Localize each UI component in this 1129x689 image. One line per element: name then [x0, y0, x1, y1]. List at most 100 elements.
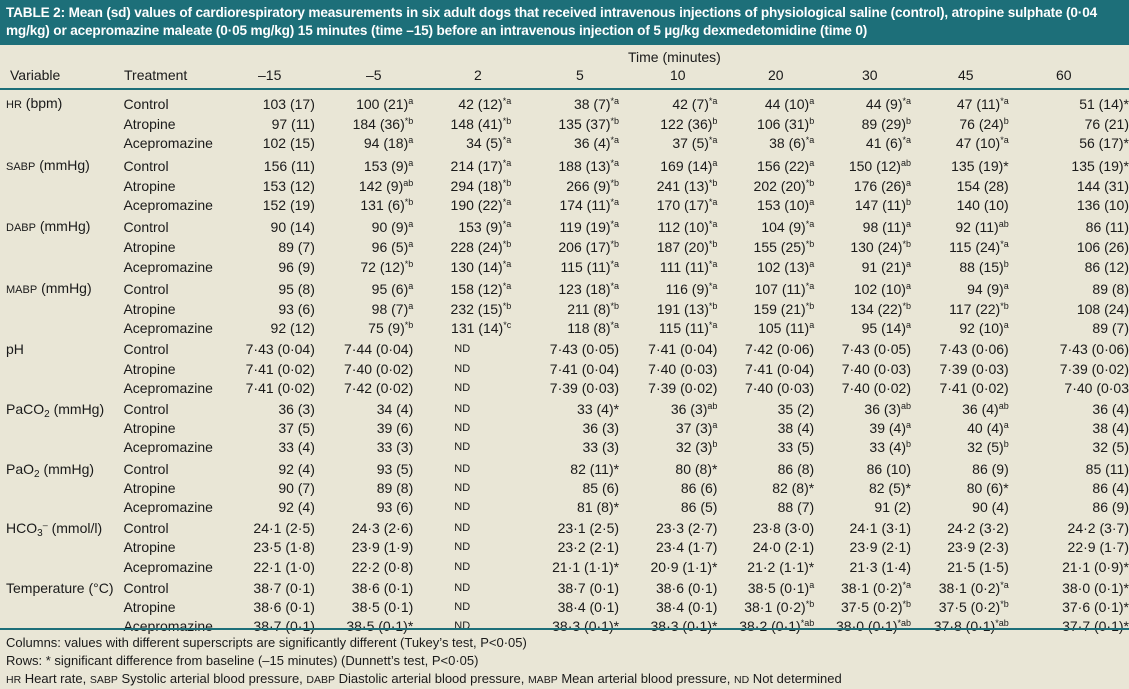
- value-cell: 88 (7): [717, 498, 815, 517]
- value: 38·7 (0·1): [557, 579, 620, 596]
- value-cell: 228 (24)*b: [413, 238, 512, 257]
- value: 80 (8)*: [675, 460, 718, 477]
- value: 36 (3): [670, 401, 708, 418]
- value-cell: 92 (12): [246, 319, 315, 338]
- value: 156 (22): [757, 157, 810, 174]
- value-cell: 122 (36)b: [619, 115, 717, 134]
- table-row: Acepromazine 38·7 (0·1) 38·5 (0·1)* ND 38·3 …: [0, 617, 1129, 636]
- value: 38·7 (0·1): [253, 618, 315, 635]
- value-cell: ND: [413, 360, 511, 379]
- variable-cell: pH: [0, 338, 123, 359]
- value: 266 (9): [566, 177, 611, 194]
- value-cell: 38·7 (0·1): [246, 617, 315, 636]
- value: 135 (19)*: [1071, 157, 1129, 174]
- value-cell: 7·39 (0·02): [1009, 360, 1129, 379]
- value-cell: 152 (19): [246, 196, 315, 215]
- value-cell: 98 (7)a: [315, 300, 414, 319]
- value: 21·1 (1·1)*: [552, 558, 620, 575]
- value-cell: 108 (24): [1009, 300, 1129, 319]
- value-cell: 24·2 (3·2): [911, 517, 1008, 538]
- value-cell: 80 (6)*: [911, 479, 1009, 498]
- value: 36 (3): [278, 401, 315, 418]
- value-cell: 36 (4)ab: [911, 398, 1009, 419]
- variable-cell: PaCO2 (mmHg): [0, 398, 123, 420]
- value-cell: 32 (5): [1009, 438, 1129, 457]
- value-cell: 123 (18)*a: [511, 277, 619, 300]
- value: 80 (6)*: [966, 479, 1009, 496]
- value: 37 (5): [278, 420, 315, 437]
- table-row: Acepromazine 92 (12) 75 (9)*b 131 (14)*c 118…: [0, 319, 1129, 338]
- value-cell: 90 (14): [246, 215, 315, 238]
- value-cell: 86 (9): [911, 458, 1009, 479]
- value-cell: 153 (9)a: [315, 154, 413, 177]
- value: 147 (11): [854, 197, 906, 214]
- significance-superscript: *a: [610, 258, 620, 269]
- value-cell: 38·4 (0·1): [619, 598, 717, 617]
- value: 107 (11): [754, 280, 806, 297]
- significance-superscript: a: [809, 157, 815, 168]
- value-cell: 95 (8): [246, 277, 315, 300]
- value: 21·2 (1·1)*: [747, 558, 815, 575]
- value: 24·0 (2·1): [752, 539, 815, 556]
- value: 7·43 (0·05): [841, 341, 911, 358]
- value-cell: ND: [413, 598, 511, 617]
- value-cell: 98 (11)a: [814, 215, 911, 238]
- variable-cell: DABP (mmHg): [0, 215, 123, 238]
- value-cell: 82 (5)*: [814, 479, 911, 498]
- value-cell: ND: [413, 577, 511, 598]
- header-time: –15: [258, 67, 282, 83]
- significance-superscript: a: [809, 320, 815, 331]
- value: 88 (7): [777, 499, 815, 516]
- treatment-cell: Atropine: [123, 177, 176, 194]
- value: 32 (5): [967, 439, 1004, 456]
- value-cell: 23·2 (2·1): [511, 538, 619, 557]
- value-cell: 115 (24)*a: [911, 238, 1009, 257]
- table-row: Acepromazine 22·1 (1·0) 22·2 (0·8) ND 21·1 (…: [0, 558, 1129, 577]
- variable-cell: [0, 479, 123, 498]
- value-cell: 82 (8)*: [717, 479, 814, 498]
- significance-superscript: *b: [404, 258, 414, 269]
- variable-cell: [0, 438, 123, 457]
- value-cell: 148 (41)*b: [413, 115, 512, 134]
- value-cell: 115 (11)*a: [619, 319, 718, 338]
- value-cell: 75 (9)*b: [315, 319, 413, 338]
- variable-cell: HCO3– (mmol/l): [0, 517, 123, 540]
- significance-superscript: *b: [610, 116, 620, 127]
- significance-superscript: ab: [900, 401, 911, 412]
- variable-subscript: 3: [37, 528, 43, 540]
- value-cell: 86 (4): [1009, 479, 1129, 498]
- treatment-cell: Control: [123, 157, 169, 174]
- value-cell: 7·41 (0·04): [619, 338, 717, 359]
- value: 38·5 (0·1)*: [346, 618, 414, 635]
- value: 187 (20): [656, 239, 709, 256]
- value: 37·5 (0·2): [841, 599, 903, 616]
- value-cell: 44 (10)a: [717, 94, 814, 115]
- value-cell: 34 (5)*a: [413, 134, 511, 153]
- value-cell: 37 (5): [246, 419, 315, 438]
- value-cell: 42 (12)*a: [413, 94, 511, 115]
- value: 38·7 (0·1): [253, 579, 315, 596]
- variable-abbr: SABP: [6, 160, 36, 173]
- value-cell: 7·41 (0·02): [911, 379, 1008, 398]
- value-cell: 38·4 (0·1): [511, 598, 619, 617]
- value: 7·39 (0·02): [648, 379, 718, 396]
- value: 24·1 (2·5): [253, 520, 315, 537]
- significance-superscript: *b: [902, 301, 911, 312]
- value: 153 (10): [757, 197, 810, 214]
- value: 86 (12): [1084, 258, 1129, 275]
- value: 76 (24): [959, 116, 1004, 133]
- significance-superscript: ab: [707, 401, 718, 412]
- variable-cell: SABP (mmHg): [0, 154, 123, 177]
- variable-abbr: HR: [6, 99, 22, 111]
- treatment-cell: Acepromazine: [123, 258, 213, 275]
- value: 115 (11): [560, 258, 611, 275]
- value: 72 (12): [360, 258, 405, 275]
- value: 153 (9): [363, 157, 409, 174]
- significance-superscript: *b: [610, 177, 620, 188]
- table-row: Acepromazine 92 (4) 93 (6) ND 81 (8)* 86 (5) 8…: [0, 498, 1129, 517]
- value-cell: 211 (8)*b: [511, 300, 619, 319]
- value-cell: 80 (8)*: [619, 458, 717, 479]
- abbreviation-definition: Systolic arterial blood pressure,: [117, 671, 307, 686]
- value-cell: 117 (22)*b: [911, 300, 1009, 319]
- significance-superscript: *b: [902, 239, 911, 250]
